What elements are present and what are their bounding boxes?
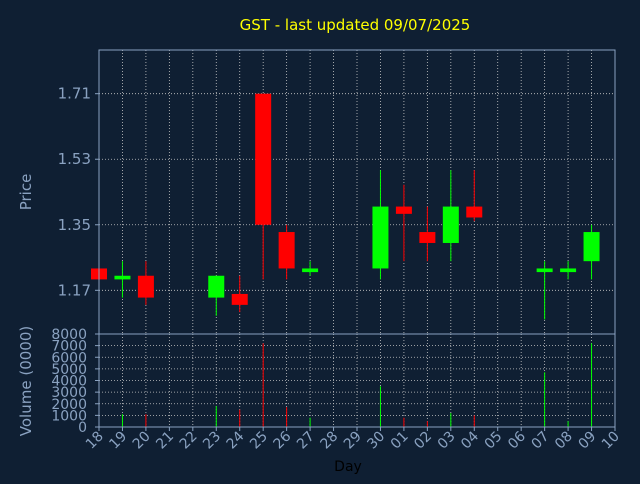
x-tick-label: 30 [364,429,388,453]
candle-body [302,268,319,273]
x-tick-label: 21 [153,429,177,453]
price-grid [98,50,616,334]
volume-axis-label: Volume (0000) [17,326,35,436]
x-tick-label: 02 [411,429,435,453]
candlestick-series [91,93,600,320]
price-tick-label: 1.71 [58,85,91,103]
volume-panel-border [98,333,616,428]
candle-body [395,206,412,214]
x-tick-label: 27 [294,429,318,453]
volume-grid [98,334,616,427]
volume-tick-label: 2000 [51,397,87,413]
x-tick-label: 07 [529,429,553,453]
chart-title: GST - last updated 09/07/2025 [240,16,471,34]
x-tick-label: 26 [271,428,295,452]
x-axis-label: Day [334,459,362,475]
volume-tick-label: 7000 [51,339,87,355]
x-tick-label: 10 [599,429,623,453]
x-tick-label: 22 [177,429,201,453]
x-axis: 18 19 20 21 22 23 24 25 26 27 28 29 30 01 02 03 04 05 06 07… [83,427,623,452]
candle-body [583,232,600,262]
x-tick-label: 08 [552,429,576,453]
volume-tick-label: 5000 [51,362,87,378]
x-tick-label: 24 [224,428,248,452]
x-tick-label: 09 [575,429,599,453]
x-tick-label: 04 [458,428,482,452]
price-tick-label: 1.53 [58,150,91,168]
price-axis-label: Price [17,174,35,211]
x-tick-label: 19 [106,429,130,453]
price-tick-label: 1.35 [58,216,91,234]
candle-body [372,206,389,269]
x-tick-label: 20 [130,429,154,453]
volume-series [121,343,593,427]
candle-body [560,268,577,273]
candle-body [114,275,131,280]
volume-tick-label: 0 [78,420,87,436]
x-tick-label: 01 [388,429,412,453]
x-tick-label: 06 [505,428,529,452]
volume-tick-label: 6000 [51,350,87,366]
volume-tick-label: 4000 [51,374,87,390]
volume-tick-label: 1000 [51,408,87,424]
x-tick-label: 03 [435,429,459,453]
candle-body [419,232,436,243]
candle-body [137,275,154,298]
volume-tick-label: 3000 [51,385,87,401]
x-tick-label: 28 [317,429,341,453]
candle-body [278,232,295,269]
price-axis: 1.17 1.35 1.53 1.71 [58,85,99,299]
x-tick-label: 23 [200,429,224,453]
volume-tick-label: 8000 [51,327,87,343]
candle-body [255,93,272,225]
price-tick-label: 1.17 [58,281,91,299]
x-tick-label: 29 [341,429,365,453]
x-tick-label: 05 [482,429,506,453]
candle-body [208,275,225,298]
candle-body [466,206,483,218]
x-tick-label: 25 [247,429,271,453]
candle-body [442,206,459,243]
candle-body [231,293,248,305]
candle-body [536,268,553,273]
